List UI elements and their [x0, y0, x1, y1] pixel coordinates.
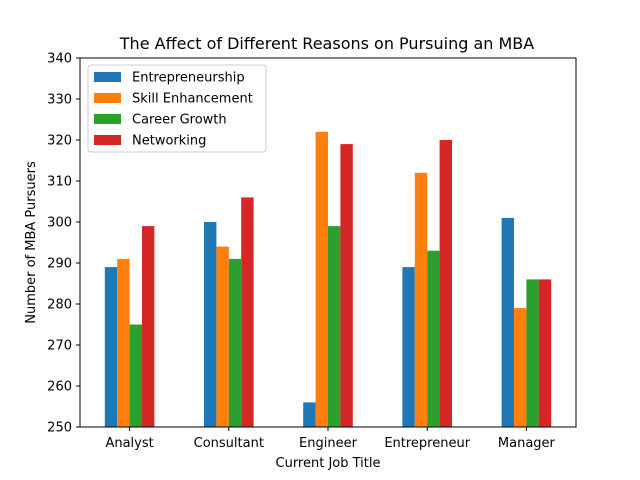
bar-3-1: [241, 197, 254, 427]
bar-3-0: [142, 226, 155, 427]
y-tick-label-9: 340: [47, 52, 72, 67]
legend-label-0: Entrepreneurship: [132, 71, 245, 86]
legend: Entrepreneurship Skill Enhancement Career …: [87, 64, 267, 153]
chart-title: The Affect of Different Reasons on Pursu…: [119, 34, 534, 53]
bar-0-2: [303, 402, 316, 427]
bar-2-0: [129, 324, 142, 427]
x-tick-label-0: Analyst: [105, 436, 153, 451]
bar-1-4: [514, 308, 527, 427]
legend-swatch-0: [94, 72, 121, 82]
x-tick-label-3: Entrepreneur: [384, 436, 470, 451]
bar-3-3: [439, 140, 452, 427]
plot-frame: [79, 57, 577, 428]
x-tick-label-2: Engineer: [299, 436, 358, 451]
bar-2-2: [328, 226, 341, 427]
bar-3-4: [538, 279, 552, 427]
legend-label-3: Networking: [132, 134, 206, 149]
bar-0-0: [104, 267, 118, 427]
y-tick-label-6: 310: [47, 175, 72, 190]
y-tick-label-7: 320: [47, 134, 72, 149]
y-tick-label-5: 300: [47, 216, 72, 231]
bar-3-2: [340, 144, 353, 427]
x-axis: Analyst Consultant Engineer Entrepreneur Man…: [105, 427, 556, 451]
bar-2-1: [228, 258, 242, 427]
y-axis: 250 260 270 280 290 300 310 320 330 340: [47, 52, 80, 436]
legend-swatch-1: [94, 93, 121, 103]
bar-0-3: [402, 267, 415, 427]
x-tick-label-4: Manager: [498, 436, 556, 451]
bar-2-3: [427, 250, 440, 427]
bar-1-0: [117, 258, 130, 427]
y-tick-label-3: 280: [47, 298, 72, 313]
y-tick-label-4: 290: [47, 257, 72, 272]
bar-1-3: [414, 172, 428, 427]
y-tick-label-8: 330: [47, 93, 72, 108]
y-tick-label-1: 260: [47, 380, 72, 395]
x-axis-label: Current Job Title: [276, 456, 381, 471]
legend-label-1: Skill Enhancement: [132, 92, 253, 107]
bars-group: [104, 131, 552, 428]
bar-1-2: [315, 131, 328, 428]
bar-0-1: [204, 222, 217, 427]
bar-0-4: [501, 217, 514, 427]
y-tick-label-0: 250: [47, 421, 72, 436]
bar-1-1: [216, 246, 229, 427]
legend-swatch-3: [94, 135, 121, 145]
legend-label-2: Career Growth: [132, 113, 227, 128]
y-tick-label-2: 270: [47, 339, 72, 354]
legend-box: [87, 64, 267, 153]
bar-2-4: [526, 279, 539, 427]
legend-swatch-2: [94, 114, 121, 124]
x-tick-label-1: Consultant: [194, 436, 264, 451]
y-axis-label: Number of MBA Pursuers: [24, 161, 39, 324]
